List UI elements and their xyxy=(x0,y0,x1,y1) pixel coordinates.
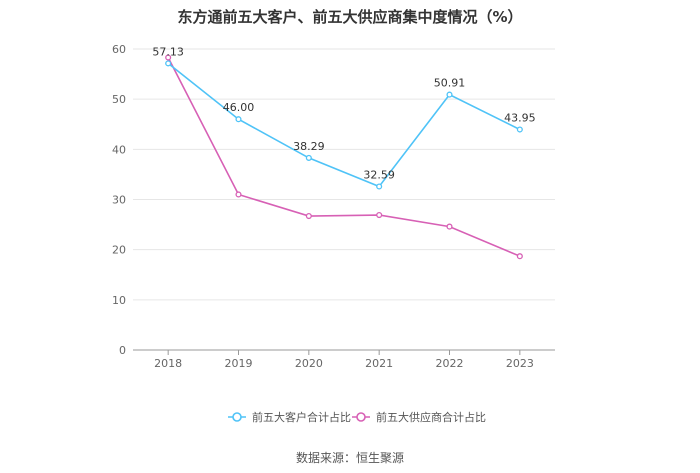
legend-label: 前五大客户合计占比 xyxy=(252,410,351,424)
y-tick-label: 30 xyxy=(112,194,126,207)
data-point xyxy=(235,191,242,198)
data-label: 43.95 xyxy=(504,112,536,125)
x-tick-label: 2018 xyxy=(154,357,182,370)
x-tick-label: 2020 xyxy=(295,357,323,370)
data-source: 数据来源：恒生聚源 xyxy=(295,451,404,465)
data-point xyxy=(446,91,453,98)
series-line-2 xyxy=(167,57,521,257)
y-tick-label: 40 xyxy=(112,143,126,156)
x-tick-label: 2022 xyxy=(436,357,464,370)
data-label: 50.91 xyxy=(434,77,466,90)
x-tick-label: 2019 xyxy=(225,357,253,370)
data-label: 57.13 xyxy=(152,45,184,58)
legend-marker xyxy=(232,412,242,422)
data-point xyxy=(376,183,383,190)
data-label: 46.00 xyxy=(223,101,255,114)
data-point xyxy=(305,213,312,220)
y-tick-label: 50 xyxy=(112,93,126,106)
data-point xyxy=(165,60,172,67)
legend-marker xyxy=(356,412,366,422)
x-tick-label: 2023 xyxy=(506,357,534,370)
data-label: 38.29 xyxy=(293,140,325,153)
data-label: 32.59 xyxy=(363,169,395,182)
y-tick-label: 0 xyxy=(119,344,126,357)
series-line-1 xyxy=(167,62,521,188)
data-point xyxy=(165,54,172,61)
y-tick-label: 60 xyxy=(112,43,126,56)
legend-label: 前五大供应商合计占比 xyxy=(376,410,486,424)
chart-title: 东方通前五大客户、前五大供应商集中度情况（%） xyxy=(177,8,523,26)
data-point xyxy=(446,223,453,230)
y-tick-label: 20 xyxy=(112,244,126,257)
data-point xyxy=(516,126,523,133)
data-point xyxy=(376,212,383,219)
data-point xyxy=(235,116,242,123)
y-tick-label: 10 xyxy=(112,294,126,307)
data-point xyxy=(305,154,312,161)
x-tick-label: 2021 xyxy=(365,357,393,370)
data-point xyxy=(516,253,523,260)
